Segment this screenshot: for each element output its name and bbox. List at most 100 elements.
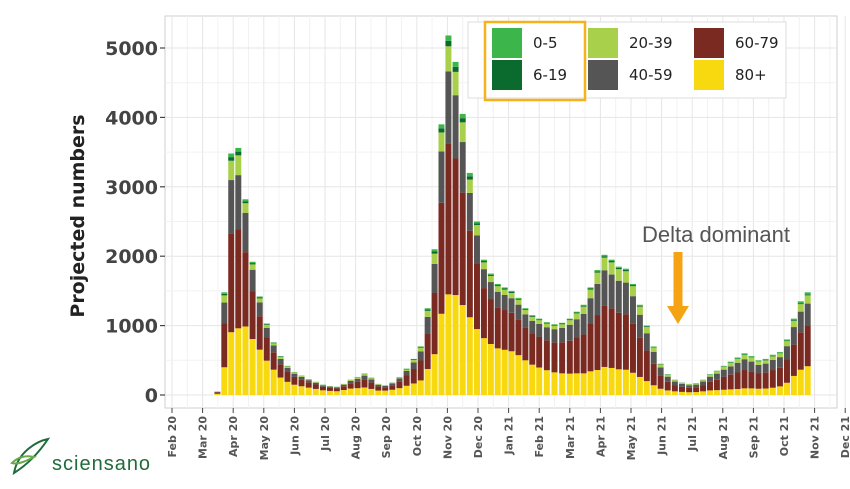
- bar-segment-20-39: [494, 286, 501, 292]
- bar-segment-80plus: [671, 391, 678, 395]
- bar-segment-6-19: [270, 342, 277, 344]
- bar-segment-20-39: [235, 155, 242, 176]
- bar-segment-60-79: [235, 229, 242, 329]
- bar-segment-80plus: [748, 388, 755, 395]
- bar-segment-20-39: [741, 355, 748, 360]
- bar-segment-20-39: [720, 366, 727, 370]
- bar-segment-80plus: [277, 377, 284, 395]
- bar-segment-40-59: [480, 269, 487, 289]
- bar-segment-20-39: [312, 382, 319, 383]
- x-tick-label: Dec 20: [472, 416, 485, 459]
- bar-segment-80plus: [284, 381, 291, 395]
- x-tick-label: Sep 21: [747, 416, 760, 458]
- bar-segment-80plus: [783, 382, 790, 395]
- bar-segment-80plus: [790, 375, 797, 395]
- bar-segment-80plus: [235, 328, 242, 395]
- bar-segment-20-39: [501, 289, 508, 295]
- bar-segment-60-79: [587, 324, 594, 372]
- bar-segment-20-39: [256, 298, 263, 303]
- legend-highlight-box: [483, 20, 587, 102]
- legend-swatch: [694, 60, 724, 90]
- bar-segment-60-79: [228, 233, 235, 333]
- bar-segment-20-39: [473, 224, 480, 236]
- bar-segment-40-59: [305, 380, 312, 383]
- bar-segment-20-39: [424, 310, 431, 317]
- bar-segment-80plus: [769, 387, 776, 395]
- x-tick-label: Mar 20: [197, 416, 210, 459]
- bar-segment-60-79: [361, 379, 368, 388]
- bar-segment-80plus: [741, 388, 748, 395]
- logo-text: sciensano: [52, 453, 152, 475]
- bar-segment-60-79: [797, 332, 804, 370]
- bar-segment-60-79: [755, 373, 762, 389]
- bar-segment-6-19: [804, 294, 811, 296]
- bar-segment-80plus: [700, 391, 707, 395]
- bar-segment-60-79: [263, 337, 270, 361]
- bar-segment-6-19: [522, 309, 529, 310]
- bar-segment-20-39: [636, 306, 643, 315]
- bar-segment-80plus: [664, 390, 671, 395]
- legend: 0-5 6-19 20-39 40-59 60-79 80+: [467, 20, 787, 102]
- x-tick-label: Jun 20: [288, 416, 301, 456]
- bar-segment-60-79: [573, 337, 580, 374]
- bar-segment-20-39: [587, 289, 594, 299]
- bar-segment-6-19: [473, 223, 480, 225]
- bar-segment-80plus: [529, 364, 536, 395]
- bar-segment-60-79: [522, 327, 529, 361]
- bar-segment-20-39: [543, 323, 550, 328]
- bar-segment-0-5: [522, 308, 529, 310]
- bar-segment-80plus: [594, 370, 601, 395]
- bar-segment-80plus: [762, 388, 769, 395]
- bar-segment-40-59: [734, 362, 741, 373]
- bar-segment-6-19: [580, 305, 587, 307]
- bar-segment-40-59: [312, 382, 319, 385]
- bar-segment-60-79: [403, 375, 410, 386]
- bar-segment-6-19: [445, 40, 452, 47]
- bar-segment-40-59: [693, 384, 700, 388]
- bar-segment-20-39: [629, 286, 636, 297]
- bar-segment-40-59: [566, 324, 573, 341]
- x-tick-label: Jul 21: [686, 416, 699, 452]
- bar-segment-40-59: [417, 351, 424, 361]
- bar-segment-0-5: [601, 254, 608, 257]
- bar-segment-20-39: [249, 264, 256, 270]
- legend-label: 80+: [735, 66, 767, 84]
- bar-segment-6-19: [501, 288, 508, 290]
- bar-segment-40-59: [804, 303, 811, 326]
- bar-segment-60-79: [333, 388, 340, 392]
- bar-segment-20-39: [361, 374, 368, 376]
- bar-segment-0-5: [417, 346, 424, 348]
- bar-segment-80plus: [629, 372, 636, 395]
- bar-segment-60-79: [693, 387, 700, 393]
- bar-segment-0-5: [228, 153, 235, 158]
- bar-segment-80plus: [713, 390, 720, 395]
- bar-segment-80plus: [375, 390, 382, 395]
- bar-segment-20-39: [410, 359, 417, 363]
- bar-segment-40-59: [587, 298, 594, 325]
- bar-segment-60-79: [431, 292, 438, 355]
- bar-segment-20-39: [438, 132, 445, 152]
- bar-segment-40-59: [368, 379, 375, 383]
- bar-segment-60-79: [284, 371, 291, 382]
- bar-segment-6-19: [543, 322, 550, 324]
- bar-segment-60-79: [473, 263, 480, 330]
- bar-segment-6-19: [508, 291, 515, 293]
- bar-segment-20-39: [522, 309, 529, 315]
- bar-segment-40-59: [347, 380, 354, 384]
- bar-segment-0-5: [242, 199, 249, 202]
- bar-segment-60-79: [559, 342, 566, 374]
- bar-segment-20-39: [242, 203, 249, 213]
- x-tick-label: Apr 21: [594, 416, 607, 457]
- bar-segment-0-5: [445, 35, 452, 41]
- bar-segment-20-39: [622, 271, 629, 283]
- bar-segment-20-39: [713, 371, 720, 374]
- bar-segment-60-79: [741, 370, 748, 389]
- bar-segment-60-79: [608, 308, 615, 368]
- bar-segment-0-5: [494, 283, 501, 286]
- bar-segment-60-79: [466, 230, 473, 318]
- bar-segment-80plus: [501, 349, 508, 395]
- bar-segment-0-5: [529, 315, 536, 316]
- bar-segment-60-79: [340, 386, 347, 391]
- bar-segment-60-79: [734, 372, 741, 389]
- bar-segment-80plus: [305, 387, 312, 395]
